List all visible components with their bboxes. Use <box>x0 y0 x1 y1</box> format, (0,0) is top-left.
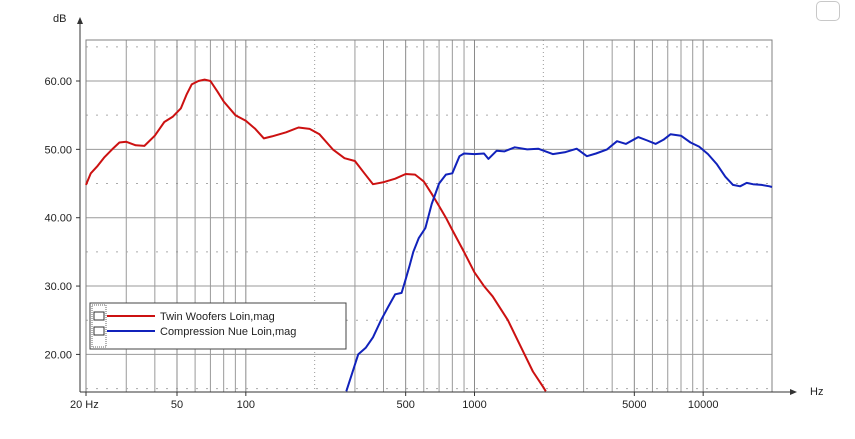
x-tick-label: 500 <box>396 399 414 411</box>
legend-checkbox <box>93 311 105 321</box>
y-tick-label: 30.00 <box>44 281 72 293</box>
major-grid <box>86 40 772 392</box>
x-tick-label: 50 <box>171 399 183 411</box>
y-tick-label: 50.00 <box>44 144 72 156</box>
series-line <box>85 78 547 392</box>
x-tick-label: 10000 <box>688 399 719 411</box>
legend-box <box>89 302 347 350</box>
corner-button[interactable] <box>816 1 840 21</box>
y-axis-unit: dB <box>53 13 66 25</box>
y-tick-label: 60.00 <box>44 76 72 88</box>
x-axis-unit: Hz <box>810 386 823 398</box>
x-tick-label: 20 Hz <box>70 399 99 411</box>
y-tick-label: 40.00 <box>44 213 72 225</box>
axes <box>77 17 797 395</box>
y-tick-label: 20.00 <box>44 349 72 361</box>
series-lines <box>85 78 773 392</box>
legend-gutter <box>91 304 107 348</box>
legend: Twin Woofers Loin,mag Compression Nue Loi… <box>89 302 347 350</box>
legend-label: Twin Woofers Loin,mag <box>160 311 275 323</box>
legend-checkbox <box>93 326 105 336</box>
x-tick-label: 1000 <box>462 399 486 411</box>
x-tick-label: 5000 <box>622 399 646 411</box>
y-axis-arrow <box>77 17 83 24</box>
x-axis-arrow <box>790 389 797 395</box>
tick-labels: 20.00 30.00 40.00 50.00 60.00 20 Hz 50 100 500 10… <box>44 76 718 411</box>
series-line <box>345 133 773 392</box>
legend-label: Compression Nue Loin,mag <box>160 326 296 338</box>
x-tick-label: 100 <box>237 399 255 411</box>
